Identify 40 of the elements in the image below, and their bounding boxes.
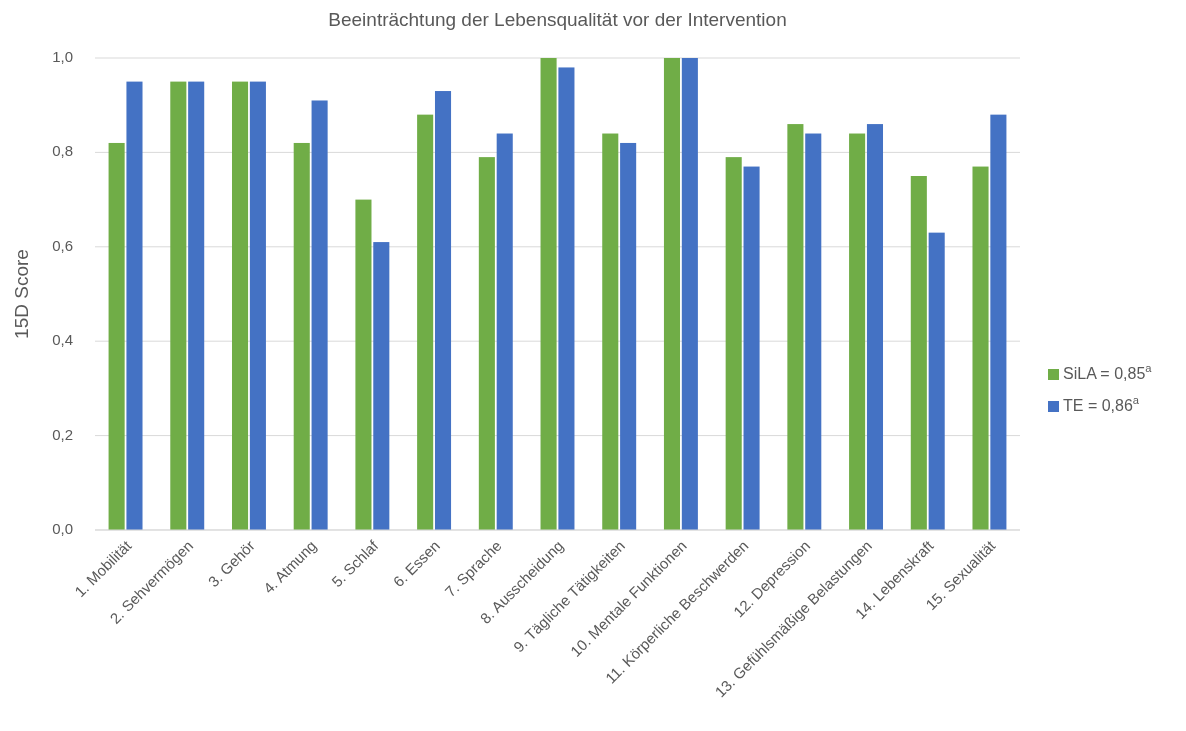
- bar: [231, 81, 249, 530]
- bar: [417, 114, 434, 530]
- bar: [540, 58, 557, 530]
- bar: [373, 242, 390, 530]
- bar: [188, 81, 205, 530]
- bar: [805, 133, 822, 530]
- bar: [972, 166, 989, 530]
- bar: [478, 157, 495, 530]
- bar: [496, 133, 513, 530]
- y-tick-label: 0,0: [52, 519, 73, 537]
- bar: [866, 124, 884, 530]
- y-axis-title: 15D Score: [11, 249, 32, 339]
- bar: [787, 124, 804, 530]
- bar: [126, 81, 143, 530]
- y-tick-label: 1,0: [52, 47, 73, 65]
- bar: [311, 100, 328, 530]
- legend-label: SiLA = 0,85$^{a}$: [1063, 361, 1153, 383]
- bar: [849, 133, 866, 530]
- y-tick-label: 0,2: [52, 425, 73, 443]
- bar: [108, 142, 125, 530]
- bar: [355, 199, 372, 530]
- bar: [170, 81, 187, 530]
- bar: [558, 67, 575, 530]
- y-tick-label: 0,6: [52, 236, 73, 254]
- bar: [249, 81, 266, 530]
- y-tick-label: 0,4: [52, 331, 73, 349]
- bar: [928, 232, 945, 530]
- bar: [990, 114, 1007, 530]
- bar: [620, 142, 637, 530]
- chart-title: Beeinträchtung der Lebensqualität vor der Intervention: [328, 9, 787, 30]
- bar: [725, 157, 742, 530]
- bar: [434, 91, 452, 530]
- bar: [743, 166, 760, 530]
- bar: [293, 142, 310, 530]
- legend-label: TE = 0,86$^{a}$: [1063, 393, 1140, 415]
- bar: [663, 58, 681, 530]
- bar: [602, 133, 619, 530]
- bar: [681, 58, 698, 530]
- y-tick-label: 0,8: [52, 142, 73, 160]
- bar: [910, 176, 927, 530]
